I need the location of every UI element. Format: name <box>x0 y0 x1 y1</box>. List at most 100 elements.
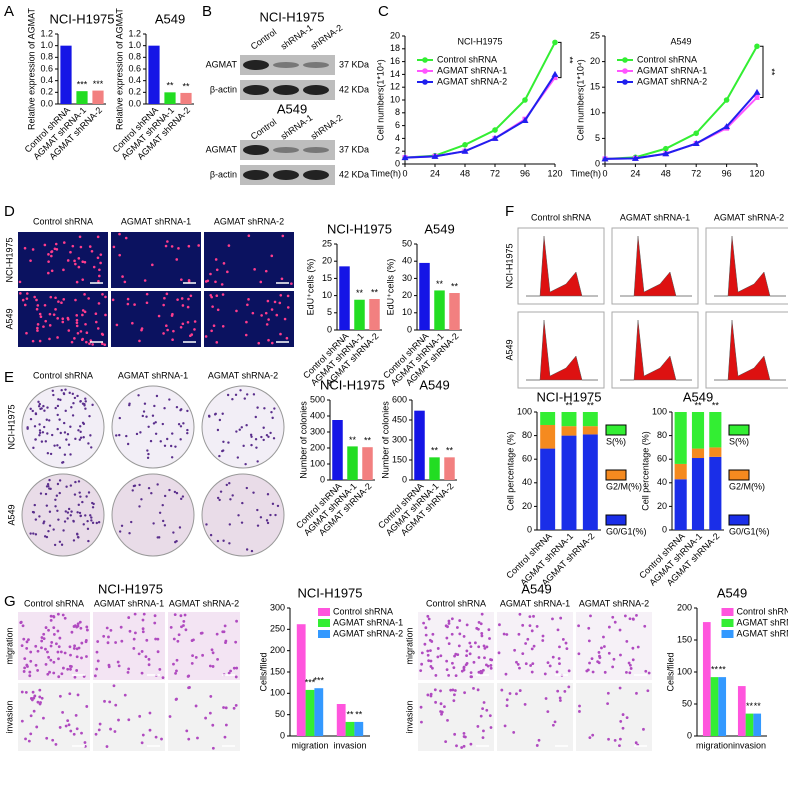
cell-dot <box>76 622 80 626</box>
cell-dot <box>214 280 217 284</box>
cell-dot <box>145 301 149 305</box>
colony <box>65 438 68 441</box>
cell-dot <box>211 665 215 668</box>
row-label: migration <box>404 627 414 664</box>
cell-dot <box>606 691 610 695</box>
cell-dot <box>590 657 594 661</box>
cell-dot <box>133 612 137 616</box>
cell-dot <box>227 244 231 247</box>
cell-dot <box>137 652 141 656</box>
cell-dot <box>145 292 149 296</box>
x-tick-label: 120 <box>749 168 764 178</box>
cell-dot <box>215 632 219 636</box>
panel-letter: E <box>4 369 14 386</box>
blot-size: 42 KDa <box>339 84 369 94</box>
colony <box>61 461 64 464</box>
data-point <box>662 150 670 157</box>
colony <box>40 440 44 443</box>
dish <box>201 473 285 557</box>
cell-dot <box>114 641 118 644</box>
cell-dot <box>114 703 118 707</box>
blot-row-label: AGMAT <box>206 144 238 154</box>
cell-dot <box>49 295 53 299</box>
cell-dot <box>35 298 38 302</box>
cell-dot <box>606 702 610 705</box>
bar <box>362 447 373 480</box>
y-tick-label: 500 <box>310 394 325 404</box>
cell-dot <box>27 638 30 642</box>
cell-dot <box>85 625 89 629</box>
data-point <box>754 94 760 100</box>
panel-letter: B <box>202 3 212 20</box>
cell-dot <box>222 262 226 265</box>
bar <box>347 446 358 480</box>
y-axis-label: Cell numbers(1*10⁴) <box>575 59 585 140</box>
cell-dot <box>107 663 111 667</box>
colony <box>270 410 273 414</box>
cell-dot <box>462 735 466 738</box>
data-point <box>723 123 731 130</box>
bar <box>710 677 719 736</box>
cell-dot <box>232 666 236 670</box>
cell-dot <box>465 661 469 665</box>
cell-dot <box>439 702 443 706</box>
cell-dot <box>558 662 561 666</box>
cell-dot <box>551 655 555 659</box>
cell-dot <box>47 655 51 659</box>
cell-dot <box>611 665 615 669</box>
cell-dot <box>111 298 115 302</box>
cell-dot <box>628 671 632 675</box>
colony <box>118 433 121 437</box>
cell-dot <box>270 308 274 311</box>
cell-dot <box>260 314 263 317</box>
cell-dot <box>631 617 635 621</box>
cell-dot <box>88 342 91 345</box>
colony <box>64 409 67 413</box>
cell-dot <box>47 628 50 632</box>
colony <box>142 410 146 413</box>
cell-dot <box>127 616 131 619</box>
cell-dot <box>462 634 466 638</box>
colony <box>56 444 59 447</box>
cell-dot <box>153 614 157 618</box>
cell-dot <box>69 653 72 657</box>
cell-dot <box>98 268 101 272</box>
cell-dot <box>279 332 282 336</box>
cell-dot <box>28 670 32 674</box>
colony <box>265 433 269 437</box>
bar <box>449 293 460 330</box>
cell-dot <box>476 688 480 692</box>
cell-dot <box>209 695 213 698</box>
legend-label: AGMAT shRNA-1 <box>737 617 788 627</box>
cell-dot <box>112 684 116 688</box>
cell-dot <box>613 739 617 742</box>
colony <box>221 449 224 453</box>
cell-dot <box>558 696 562 700</box>
colony <box>245 424 248 427</box>
cell-dot <box>426 614 430 618</box>
cell-dot <box>185 729 189 733</box>
bar-segment <box>674 412 687 464</box>
cell-dot <box>247 234 251 238</box>
cell-dot <box>48 670 51 674</box>
cell-dot <box>600 646 603 650</box>
dish <box>111 385 195 469</box>
y-tick-label: 40 <box>657 477 667 487</box>
significance: ** <box>446 446 454 456</box>
bar <box>354 299 365 330</box>
cell-dot <box>621 713 625 716</box>
colony <box>47 529 50 533</box>
cell-dot <box>81 260 85 264</box>
cell-dot <box>75 324 79 328</box>
colony <box>69 453 72 456</box>
cell-dot <box>66 719 70 723</box>
colony <box>171 432 174 435</box>
cell-dot <box>517 632 521 636</box>
cell-dot <box>186 320 190 324</box>
cell-dot <box>93 674 97 678</box>
x-tick-label: 48 <box>661 168 671 178</box>
colony <box>58 479 62 482</box>
cell-dot <box>148 728 152 732</box>
cell-dot <box>472 686 475 690</box>
cell-dot <box>98 274 101 278</box>
